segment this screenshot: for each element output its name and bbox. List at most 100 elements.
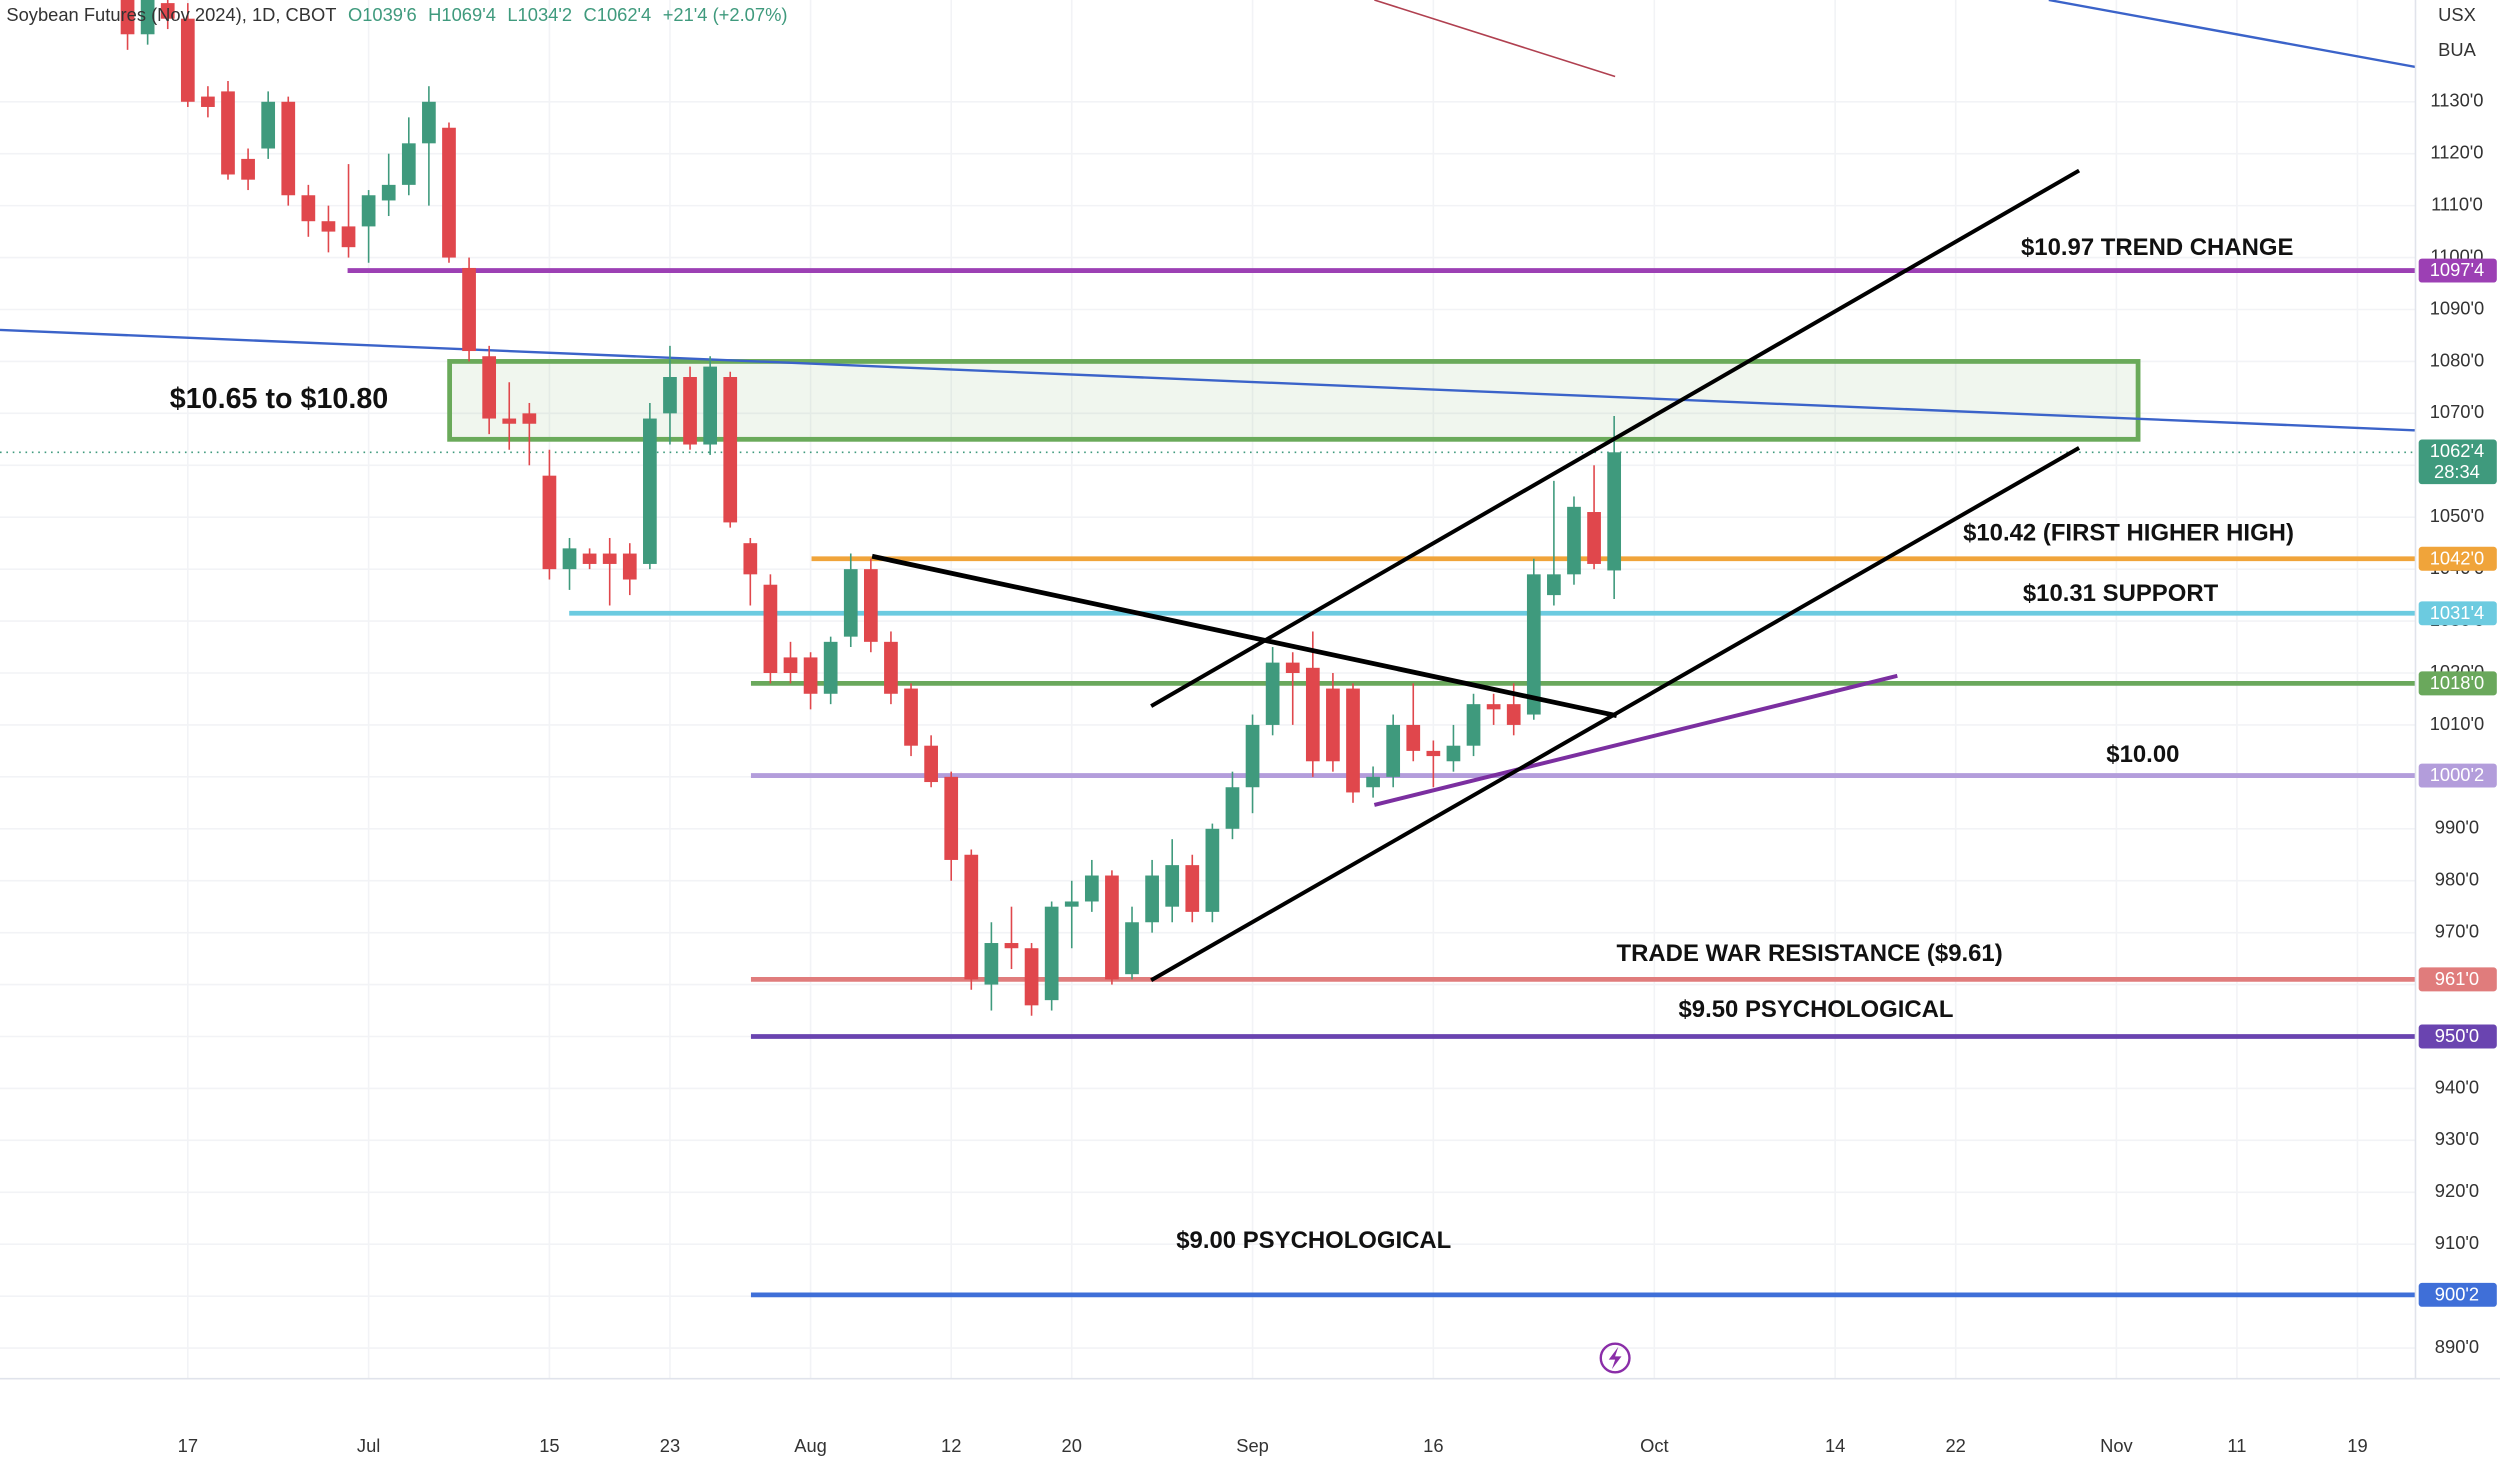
candle-body <box>863 569 878 642</box>
x-tick-label: 12 <box>941 1435 961 1456</box>
candle-body <box>663 377 677 414</box>
price-tag <box>2418 671 2497 696</box>
level-note: $10.00 <box>2106 741 2179 768</box>
candle-body <box>221 91 235 175</box>
candle-body <box>643 418 657 564</box>
candle-body <box>1567 506 1581 575</box>
last-price-label: 1062'4 <box>2430 440 2484 461</box>
candle-body <box>1185 865 1200 912</box>
y-tick-label: 890'0 <box>2435 1336 2479 1357</box>
ohlc-readout: C1062'4 <box>584 4 652 25</box>
price-tag-label: 900'2 <box>2435 1283 2479 1304</box>
symbol-title: Soybean Futures (Nov 2024), 1D, CBOT <box>6 4 336 25</box>
candle-body <box>1406 724 1421 751</box>
candle-body <box>884 641 898 694</box>
candle-body <box>1084 875 1099 902</box>
candle-body <box>522 413 537 424</box>
event-icon[interactable] <box>1599 1342 1631 1374</box>
y-tick-label: 980'0 <box>2435 869 2479 890</box>
candle-body <box>602 553 617 564</box>
candle-body <box>341 226 356 248</box>
candle-body <box>422 101 436 144</box>
level-note: $9.00 PSYCHOLOGICAL <box>1176 1227 1451 1254</box>
price-tag-label: 1031'4 <box>2430 602 2484 623</box>
price-tag <box>2418 763 2497 788</box>
last-price-tag <box>2418 439 2497 485</box>
trend-line <box>1373 673 1898 807</box>
y-tick-label: 1010'0 <box>2430 713 2484 734</box>
y-tick-label: 1070'0 <box>2430 401 2484 422</box>
y-tick-label: 1090'0 <box>2430 297 2484 318</box>
channel-line <box>1150 168 2081 708</box>
axes: 890'0900'0910'0920'0930'0940'0950'0960'0… <box>178 90 2497 1456</box>
y-tick-label: 1050'0 <box>2430 505 2484 526</box>
x-tick-label: Jul <box>357 1435 380 1456</box>
candle-body <box>964 854 979 980</box>
candle-body <box>1145 875 1159 923</box>
ohlc-readout: H1069'4 <box>428 4 496 25</box>
candle-body <box>1466 704 1481 746</box>
level-note: $9.50 PSYCHOLOGICAL <box>1678 996 1953 1023</box>
y-tick-label: 1120'0 <box>2430 142 2483 163</box>
y-tick-label: 910'0 <box>2435 1232 2479 1253</box>
x-tick-label: 23 <box>660 1435 680 1456</box>
candle-body <box>562 548 577 570</box>
candle-body <box>622 553 637 580</box>
axis-unit[interactable]: BUA <box>2438 39 2476 60</box>
candle-body <box>1024 948 1039 1006</box>
trend-line <box>0 328 2416 432</box>
levels: $10.65 to $10.80 $10.97 TREND CHANGE $10.4… <box>0 234 2416 1298</box>
y-tick-label: 1130'0 <box>2430 90 2483 111</box>
x-tick-label: 17 <box>178 1435 198 1456</box>
ohlc-readout: +21'4 (+2.07%) <box>663 4 788 25</box>
candle-body <box>1165 865 1180 907</box>
candle-body <box>1366 776 1380 788</box>
level-note: TRADE WAR RESISTANCE ($9.61) <box>1617 940 2003 967</box>
candle-body <box>361 195 376 227</box>
x-tick-label: Sep <box>1236 1435 1269 1456</box>
price-tag <box>2418 1282 2497 1307</box>
level-note: $10.42 (FIRST HIGHER HIGH) <box>1963 519 2294 546</box>
candle-body <box>803 657 818 694</box>
candle-body <box>120 0 135 35</box>
candle-body <box>482 356 497 419</box>
candle-body <box>1105 875 1119 980</box>
candle-body <box>462 267 476 352</box>
x-tick-label: 11 <box>2227 1435 2246 1456</box>
wedge-line <box>871 553 1618 718</box>
zone <box>447 359 2141 442</box>
price-tag <box>2418 546 2497 571</box>
price-tag-label: 1042'0 <box>2430 547 2484 568</box>
ohlc-readout: O1039'6 <box>348 4 417 25</box>
y-tick-label: 930'0 <box>2435 1128 2479 1149</box>
candle-body <box>743 543 758 575</box>
candle-body <box>843 569 858 637</box>
channel-lines <box>871 168 2081 1374</box>
y-tick-label: 920'0 <box>2435 1180 2479 1201</box>
trend-line <box>1374 0 1616 78</box>
candle-body <box>1506 704 1521 725</box>
candle-body <box>723 377 738 523</box>
drawings <box>0 0 2416 807</box>
candle-body <box>180 18 195 102</box>
price-tag <box>2418 1024 2497 1049</box>
countdown: 28:34 <box>2434 461 2480 482</box>
x-tick-label: 16 <box>1423 1435 1443 1456</box>
candle-body <box>140 0 155 35</box>
price-tag-label: 1000'2 <box>2430 764 2484 785</box>
candle-body <box>683 377 697 445</box>
event-icon-bolt <box>1608 1346 1622 1370</box>
x-tick-label: 15 <box>539 1435 559 1456</box>
price-tag-label: 1097'4 <box>2430 259 2484 280</box>
axis-unit[interactable]: USX <box>2438 4 2476 25</box>
price-tag <box>2418 967 2497 992</box>
candle-body <box>542 475 557 570</box>
candle-body <box>281 101 296 196</box>
candle-body <box>1305 667 1320 762</box>
x-tick-label: Oct <box>1640 1435 1669 1456</box>
candle-body <box>703 366 717 445</box>
x-tick-label: 14 <box>1825 1435 1845 1456</box>
candle-body <box>1004 943 1019 949</box>
candle-body <box>823 641 838 694</box>
price-tag <box>2418 601 2497 626</box>
